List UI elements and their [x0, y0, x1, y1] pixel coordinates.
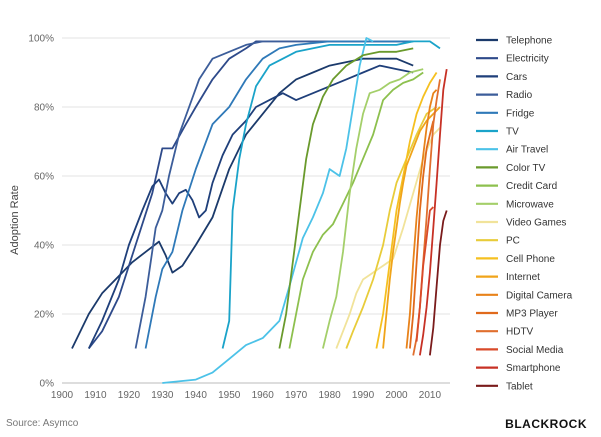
x-tick-label: 1990	[352, 390, 375, 401]
x-tick-label: 2000	[385, 390, 408, 401]
series-line-internet	[382, 106, 441, 349]
y-tick-label: 0%	[40, 379, 55, 390]
series-line-telephone	[71, 57, 414, 349]
y-axis-ticks: 0% 20% 40% 60% 80% 100%	[28, 34, 54, 390]
legend-label: Smartphone	[506, 363, 561, 374]
series-line-tv	[221, 40, 441, 349]
y-tick-label: 20%	[34, 310, 54, 321]
legend-label: MP3 Player	[506, 309, 558, 320]
series-line-pc	[345, 106, 438, 349]
brand-logo: BLACKROCK	[505, 417, 587, 431]
x-tick-label: 2010	[419, 390, 442, 401]
legend-label: Radio	[506, 90, 533, 101]
legend-label: Digital Camera	[506, 290, 573, 301]
x-tick-label: 1940	[185, 390, 208, 401]
x-tick-label: 1920	[118, 390, 141, 401]
legend-label: Electricity	[506, 54, 549, 65]
legend-label: Color TV	[506, 163, 546, 174]
series-line-air-travel	[162, 37, 374, 384]
legend-label: Air Travel	[506, 145, 548, 156]
x-tick-label: 1970	[285, 390, 308, 401]
y-tick-label: 100%	[28, 34, 54, 45]
series-line-cell-phone	[375, 72, 438, 349]
series-lines	[71, 37, 448, 384]
legend-label: Cell Phone	[506, 254, 555, 265]
legend-label: Fridge	[506, 108, 535, 119]
series-line-fridge	[144, 40, 414, 349]
x-tick-label: 1960	[252, 390, 275, 401]
x-axis-ticks: 1900 1910 1920 1930 1940 1950 1960 1970 1980 1990…	[51, 390, 442, 401]
series-line-smartphone	[419, 68, 448, 356]
legend-label: HDTV	[506, 327, 534, 338]
series-line-digital-camera	[405, 89, 438, 349]
legend-label: Internet	[506, 272, 540, 283]
legend-label: Telephone	[506, 36, 553, 47]
y-axis-label: Adoption Rate	[9, 185, 21, 255]
legend-label: Cars	[506, 72, 527, 83]
legend-label: Video Games	[506, 218, 566, 229]
source-note: Source: Asymco	[6, 418, 79, 429]
series-line-color-tv	[278, 47, 414, 349]
x-tick-label: 1950	[218, 390, 241, 401]
x-tick-label: 1930	[151, 390, 174, 401]
y-tick-label: 60%	[34, 172, 54, 183]
y-tick-label: 80%	[34, 103, 54, 114]
series-line-tablet	[429, 210, 448, 356]
series-line-cars	[87, 64, 414, 349]
legend-label: TV	[506, 127, 519, 138]
series-line-microwave	[322, 68, 424, 349]
x-tick-label: 1980	[318, 390, 341, 401]
x-tick-label: 1910	[84, 390, 107, 401]
y-tick-label: 40%	[34, 241, 54, 252]
series-line-mp3-player	[409, 120, 435, 349]
series-line-radio	[134, 40, 414, 349]
legend-label: Social Media	[506, 345, 564, 356]
x-tick-label: 1900	[51, 390, 74, 401]
legend-label: Microwave	[506, 199, 554, 210]
series-line-social-media	[415, 206, 434, 342]
legend-label: Tablet	[506, 381, 533, 392]
legend-label: Credit Card	[506, 181, 557, 192]
legend-label: PC	[506, 236, 520, 247]
series-line-credit-card	[288, 71, 424, 349]
legend: Telephone Electricity Cars Radio Fridge TV Air…	[476, 36, 573, 392]
